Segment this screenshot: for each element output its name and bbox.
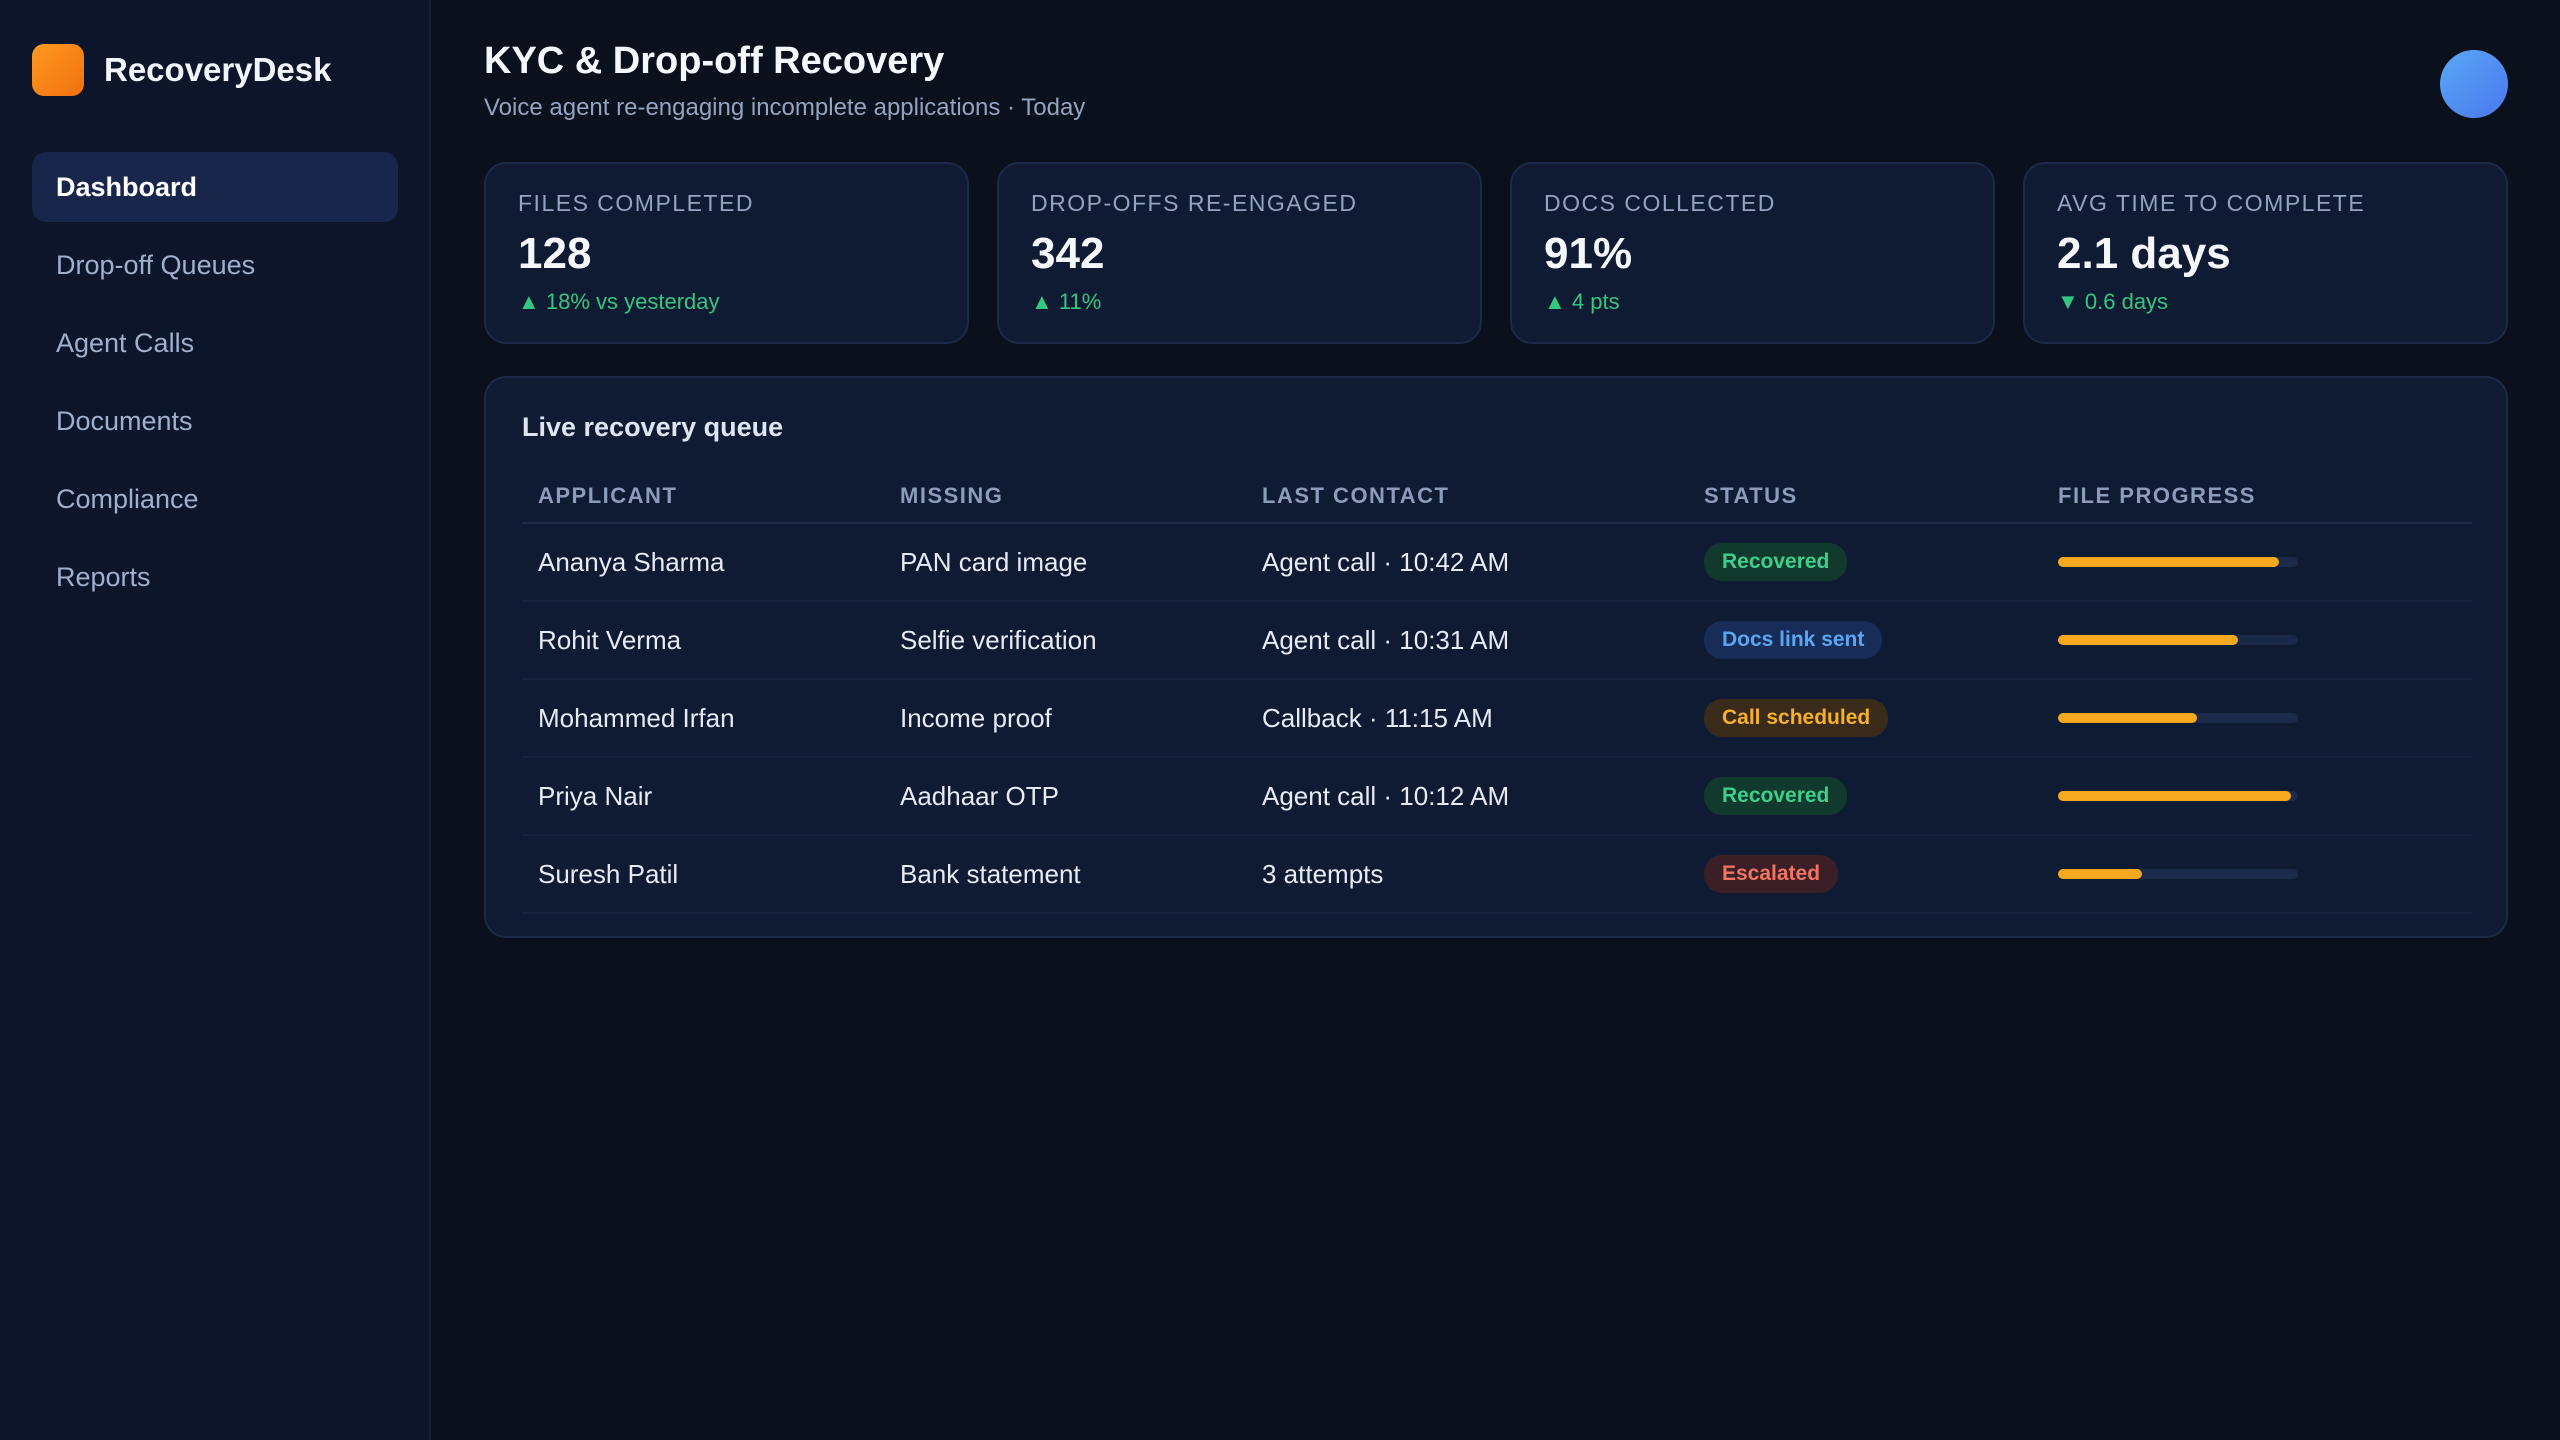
kpi-delta: ▼ 0.6 days <box>2057 289 2169 314</box>
file-progress-fill <box>2058 791 2291 801</box>
column-header-missing[interactable]: MISSING <box>900 483 1004 508</box>
last-contact: 3 attempts <box>1262 858 1384 889</box>
file-progress-fill <box>2058 869 2142 879</box>
file-progress-bar <box>2058 557 2298 567</box>
missing-item: Income proof <box>900 702 1052 733</box>
last-contact: Agent call · 10:12 AM <box>1262 780 1510 811</box>
kpi-value: 2.1 days <box>2057 229 2231 278</box>
table-header: APPLICANT MISSING LAST CONTACT STATUS FI… <box>522 470 2472 524</box>
file-progress-bar <box>2058 869 2298 879</box>
app-logo-icon <box>32 44 84 96</box>
app-name: RecoveryDesk <box>104 51 332 88</box>
column-header-last-contact[interactable]: LAST CONTACT <box>1262 483 1450 508</box>
file-progress-fill <box>2058 557 2279 567</box>
applicant-name: Suresh Patil <box>538 858 679 889</box>
last-contact: Agent call · 10:31 AM <box>1262 624 1510 655</box>
status-badge: Docs link sent <box>1704 621 1883 659</box>
brand[interactable]: RecoveryDesk <box>32 44 332 96</box>
kpi-card-drop-offs-re-engaged: DROP-OFFS RE-ENGAGED 342 ▲ 11% <box>997 162 1482 344</box>
kpi-label: DROP-OFFS RE-ENGAGED <box>1031 190 1358 216</box>
applicant-name: Rohit Verma <box>538 624 682 655</box>
file-progress-bar <box>2058 635 2298 645</box>
missing-item: Selfie verification <box>900 624 1097 655</box>
kpi-delta: ▲ 4 pts <box>1544 289 1620 314</box>
missing-item: PAN card image <box>900 546 1088 577</box>
applicant-name: Ananya Sharma <box>538 546 725 577</box>
sidebar-item-agent-calls[interactable]: Agent Calls <box>56 327 195 358</box>
sidebar-item-drop-off-queues[interactable]: Drop-off Queues <box>56 249 256 280</box>
sidebar-item-documents[interactable]: Documents <box>56 405 193 436</box>
kpi-card-docs-collected: DOCS COLLECTED 91% ▲ 4 pts <box>1510 162 1995 344</box>
kpi-value: 342 <box>1031 229 1105 278</box>
recovery-queue-table: APPLICANT MISSING LAST CONTACT STATUS FI… <box>522 470 2472 914</box>
status-badge: Call scheduled <box>1704 699 1889 737</box>
column-header-applicant[interactable]: APPLICANT <box>538 483 678 508</box>
file-progress-bar <box>2058 791 2298 801</box>
page-title: KYC & Drop-off Recovery <box>484 40 945 82</box>
status-badge: Recovered <box>1704 543 1848 581</box>
kpi-label: AVG TIME TO COMPLETE <box>2057 190 2366 216</box>
applicant-name: Mohammed Irfan <box>538 702 735 733</box>
last-contact: Callback · 11:15 AM <box>1262 702 1493 733</box>
file-progress-fill <box>2058 635 2238 645</box>
table-row[interactable]: Suresh Patil Bank statement 3 attempts E… <box>522 836 2472 914</box>
status-badge: Recovered <box>1704 777 1848 815</box>
kpi-card-avg-time-to-complete: AVG TIME TO COMPLETE 2.1 days ▼ 0.6 days <box>2023 162 2508 344</box>
missing-item: Bank statement <box>900 858 1081 889</box>
table-row[interactable]: Ananya Sharma PAN card image Agent call … <box>522 524 2472 602</box>
missing-item: Aadhaar OTP <box>900 780 1059 811</box>
kpi-value: 91% <box>1544 229 1633 278</box>
kpi-delta: ▲ 11% <box>1031 289 1102 314</box>
table-row[interactable]: Rohit Verma Selfie verification Agent ca… <box>522 602 2472 680</box>
recovery-queue-panel: Live recovery queue APPLICANT MISSING LA… <box>484 376 2508 938</box>
sidebar-item-reports[interactable]: Reports <box>56 561 151 592</box>
kpi-row: FILES COMPLETED 128 ▲ 18% vs yesterday D… <box>484 162 2508 344</box>
applicant-name: Priya Nair <box>538 780 653 811</box>
table-row[interactable]: Mohammed Irfan Income proof Callback · 1… <box>522 680 2472 758</box>
page-subtitle: Voice agent re-engaging incomplete appli… <box>484 94 1086 121</box>
status-badge: Escalated <box>1704 855 1839 893</box>
kpi-card-files-completed: FILES COMPLETED 128 ▲ 18% vs yesterday <box>484 162 969 344</box>
user-avatar[interactable] <box>2440 50 2508 118</box>
column-header-file-progress[interactable]: FILE PROGRESS <box>2058 483 2256 508</box>
file-progress-fill <box>2058 713 2198 723</box>
column-header-status[interactable]: STATUS <box>1704 483 1798 508</box>
kpi-label: FILES COMPLETED <box>518 190 754 216</box>
sidebar-item-dashboard[interactable]: Dashboard <box>32 152 398 222</box>
file-progress-bar <box>2058 713 2298 723</box>
panel-title: Live recovery queue <box>522 412 784 442</box>
sidebar-item-compliance[interactable]: Compliance <box>56 483 199 514</box>
kpi-value: 128 <box>518 229 592 278</box>
sidebar-nav: Dashboard Drop-off Queues Agent Calls Do… <box>32 152 398 620</box>
sidebar: RecoveryDesk Dashboard Drop-off Queues A… <box>0 0 431 1440</box>
kpi-label: DOCS COLLECTED <box>1544 190 1776 216</box>
table-row[interactable]: Priya Nair Aadhaar OTP Agent call · 10:1… <box>522 758 2472 836</box>
last-contact: Agent call · 10:42 AM <box>1262 546 1510 577</box>
kpi-delta: ▲ 18% vs yesterday <box>518 289 720 314</box>
